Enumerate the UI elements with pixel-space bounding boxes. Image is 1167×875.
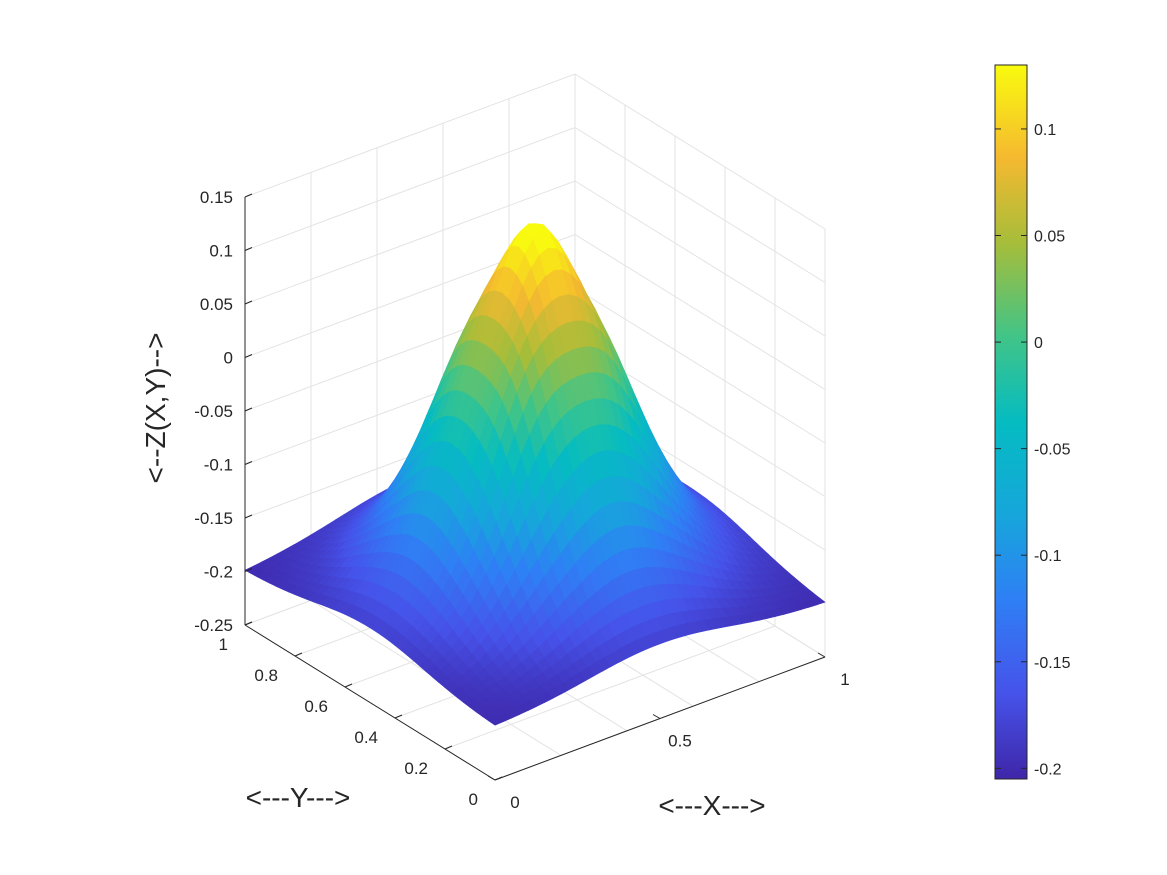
- z-tick: [244, 193, 253, 198]
- z-tick: [244, 300, 253, 305]
- y-tick: [294, 652, 303, 657]
- y-gridline: [444, 198, 776, 750]
- x-tick: [487, 775, 496, 781]
- y-tick-label: 0.6: [304, 697, 328, 716]
- colorbar-tick-label: -0.1: [1034, 548, 1062, 565]
- z-tick-label: 0.05: [200, 295, 233, 314]
- z-tick: [244, 514, 253, 519]
- z-tick-label: -0.15: [194, 509, 233, 528]
- z-tick-label: -0.2: [204, 563, 233, 582]
- colorbar: [994, 64, 1028, 780]
- y-tick-label: 1: [219, 635, 228, 654]
- z-tick: [244, 568, 253, 572]
- x-tick-labels: 00.51: [487, 652, 850, 812]
- z-tick: [244, 407, 253, 412]
- y-axis-label: <---Y--->: [246, 782, 351, 813]
- z-axis-label: <--Z(X,Y)-->: [140, 333, 171, 484]
- colorbar-tick-label: 0.05: [1034, 229, 1065, 246]
- surface-patch: [488, 716, 504, 726]
- y-tick-label: 0.2: [404, 759, 428, 778]
- x-tick: [817, 652, 826, 658]
- colorbar-tick-label: 0.1: [1034, 122, 1056, 139]
- x-tick-label: 1: [840, 670, 849, 689]
- colorbar-ticks: 0.1 0.05 0 -0.05 -0.1 -0.15 -0.2: [995, 122, 1071, 778]
- z-tick: [244, 461, 253, 465]
- y-tick-label: 0.4: [354, 728, 378, 747]
- y-tick: [344, 683, 353, 688]
- y-tick: [394, 714, 403, 719]
- colorbar-tick-label: -0.15: [1034, 655, 1071, 672]
- y-tick-label: 0: [469, 790, 478, 809]
- z-tick-label: 0.1: [209, 242, 233, 261]
- y-tick-label: 0.8: [254, 666, 278, 685]
- x-axis-label: <---X--->: [658, 790, 765, 821]
- z-tick-label: 0.15: [200, 188, 233, 207]
- z-tick: [244, 247, 253, 251]
- x-tick: [652, 714, 661, 719]
- surface-plot: [244, 223, 826, 726]
- z-tick-label: -0.05: [194, 402, 233, 421]
- y-tick: [244, 621, 253, 626]
- y-tick: [494, 776, 503, 781]
- y-tick-labels: 0 0.2 0.4 0.6 0.8 1: [219, 621, 503, 809]
- colorbar-tick-label: 0: [1034, 335, 1043, 352]
- z-tick: [244, 354, 253, 358]
- z-tick-label: -0.25: [194, 616, 233, 635]
- colorbar-tick-label: -0.2: [1034, 761, 1062, 778]
- z-tick-labels: 0.15 0.1 0.05 0 -0.05 -0.1 -0.15 -0.2 -0.25: [194, 188, 253, 635]
- z-gridline: [244, 73, 826, 230]
- z-tick-label: 0: [224, 349, 233, 368]
- y-tick: [444, 745, 453, 750]
- x-tick-label: 0.5: [668, 732, 692, 751]
- y-axis-line: [244, 624, 496, 781]
- z-tick-label: -0.1: [204, 456, 233, 475]
- x-tick-label: 0: [510, 793, 519, 812]
- colorbar-tick-label: -0.05: [1034, 442, 1071, 459]
